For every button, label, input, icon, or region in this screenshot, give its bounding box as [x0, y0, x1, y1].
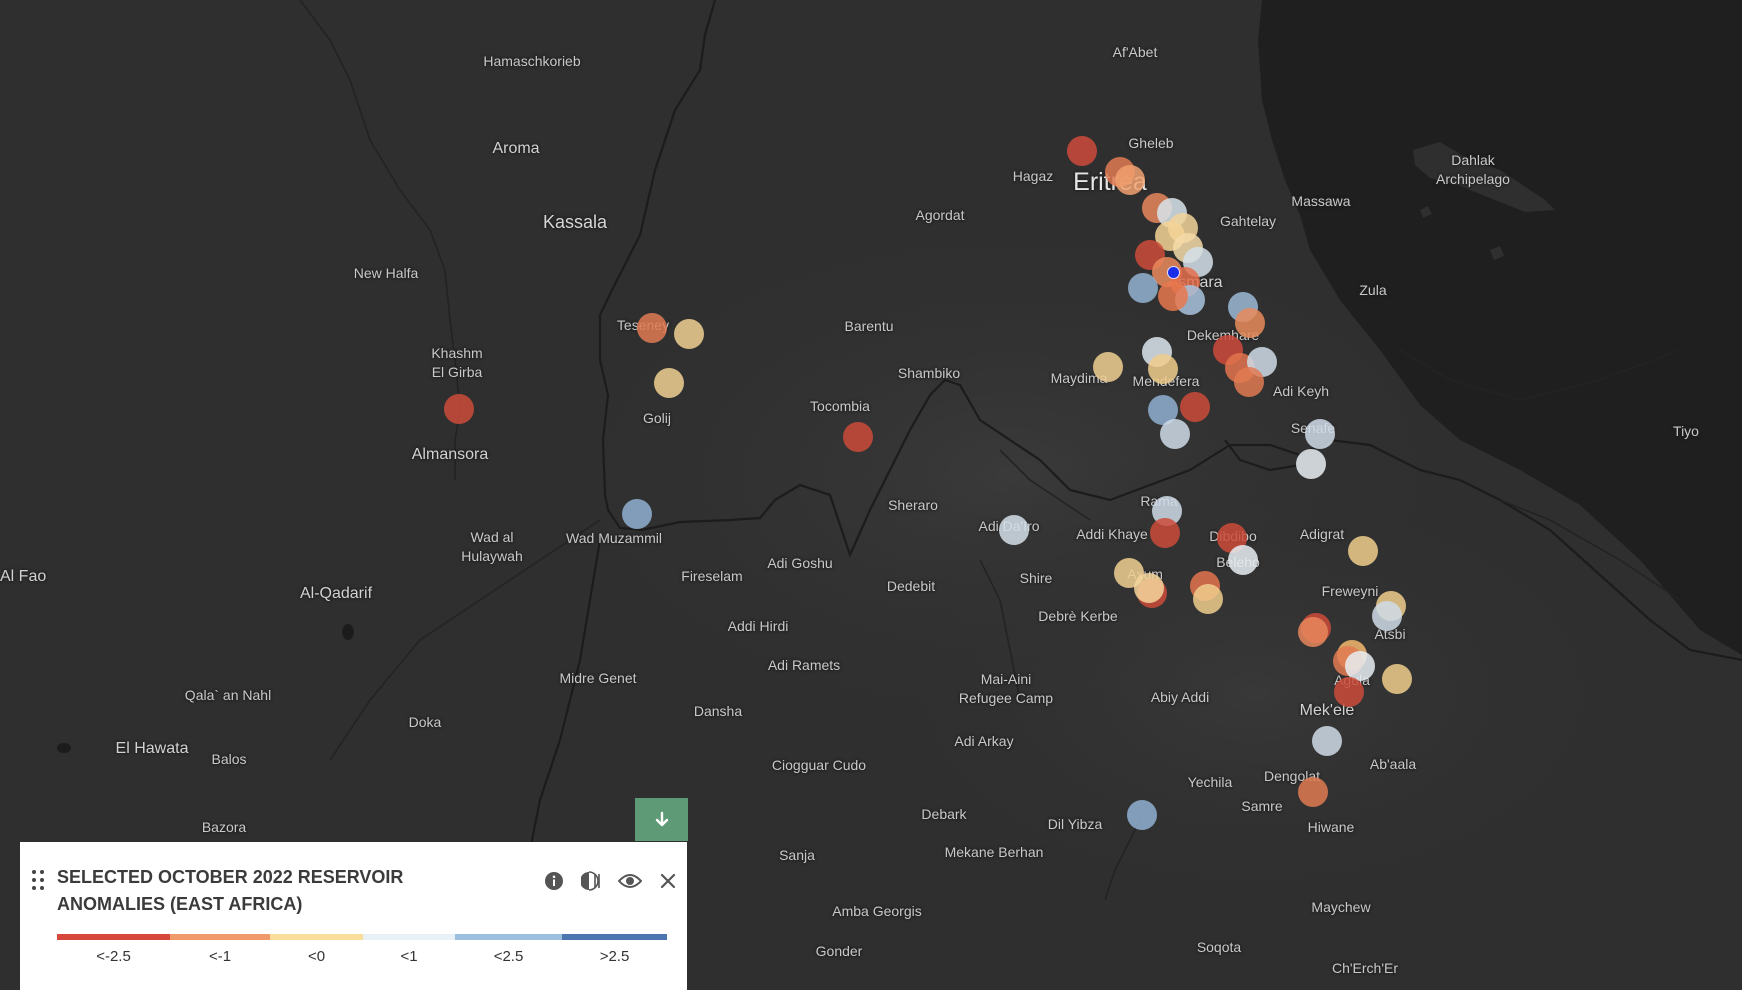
- reservoir-point[interactable]: [1345, 651, 1375, 681]
- reservoir-point[interactable]: [1312, 726, 1342, 756]
- reservoir-point[interactable]: [1334, 677, 1364, 707]
- legend-class-label: <0: [307, 948, 326, 965]
- legend-class-label: <-1: [208, 948, 232, 965]
- legend-class-label: <-2.5: [96, 948, 131, 965]
- reservoir-point[interactable]: [1382, 664, 1412, 694]
- reservoir-point[interactable]: [1128, 273, 1158, 303]
- legend-class-labels: <-2.5 <-1 <0 <1 <2.5 >2.5: [57, 948, 667, 968]
- reservoir-point[interactable]: [1150, 518, 1180, 548]
- reservoir-point[interactable]: [674, 319, 704, 349]
- color-ramp-segment: [363, 934, 455, 940]
- reservoir-point[interactable]: [1180, 392, 1210, 422]
- reservoir-point[interactable]: [1298, 617, 1328, 647]
- color-ramp-segment: [562, 934, 667, 940]
- reservoir-point[interactable]: [1234, 367, 1264, 397]
- reservoir-point[interactable]: [1298, 777, 1328, 807]
- reservoir-point[interactable]: [1158, 281, 1188, 311]
- reservoir-point[interactable]: [1296, 449, 1326, 479]
- color-ramp-segment: [455, 934, 562, 940]
- close-icon[interactable]: [656, 869, 680, 893]
- arrow-down-icon: [655, 811, 668, 826]
- reservoir-point[interactable]: [1228, 545, 1258, 575]
- reservoir-point[interactable]: [622, 499, 652, 529]
- legend-toolbar: [542, 869, 680, 893]
- borders: [528, 0, 1742, 851]
- reservoir-point[interactable]: [1134, 573, 1164, 603]
- reservoir-point[interactable]: [999, 515, 1029, 545]
- legend-panel: SELECTED OCTOBER 2022 RESERVOIR ANOMALIE…: [20, 842, 687, 990]
- reservoir-point[interactable]: [1305, 419, 1335, 449]
- reservoir-point[interactable]: [1093, 352, 1123, 382]
- reservoir-point[interactable]: [1193, 584, 1223, 614]
- reservoir-point[interactable]: [444, 394, 474, 424]
- opacity-icon[interactable]: [580, 869, 604, 893]
- reservoir-point[interactable]: [1127, 800, 1157, 830]
- reservoir-point[interactable]: [1067, 136, 1097, 166]
- collapse-legend-button[interactable]: [635, 798, 688, 841]
- drag-handle-icon[interactable]: [31, 869, 45, 891]
- color-ramp-segment: [170, 934, 270, 940]
- reservoir-point[interactable]: [1115, 165, 1145, 195]
- reservoir-point[interactable]: [843, 422, 873, 452]
- reservoir-point[interactable]: [1372, 601, 1402, 631]
- reservoir-point[interactable]: [654, 368, 684, 398]
- red-sea: [1258, 0, 1742, 655]
- legend-title: SELECTED OCTOBER 2022 RESERVOIR ANOMALIE…: [57, 867, 404, 914]
- color-ramp-segment: [270, 934, 363, 940]
- reservoir-point[interactable]: [1148, 354, 1178, 384]
- color-ramp: [57, 934, 667, 940]
- legend-class-label: <1: [400, 948, 418, 965]
- eye-icon[interactable]: [618, 869, 642, 893]
- selected-location-marker: [1167, 266, 1179, 278]
- reservoir-point[interactable]: [1160, 419, 1190, 449]
- dahlak-island: [1413, 142, 1555, 212]
- reservoir-point[interactable]: [637, 313, 667, 343]
- legend-class-label: >2.5: [599, 948, 630, 965]
- reservoir-point[interactable]: [1235, 308, 1265, 338]
- color-ramp-segment: [57, 934, 170, 940]
- legend-class-label: <2.5: [493, 948, 524, 965]
- info-icon[interactable]: [542, 869, 566, 893]
- reservoir-point[interactable]: [1348, 536, 1378, 566]
